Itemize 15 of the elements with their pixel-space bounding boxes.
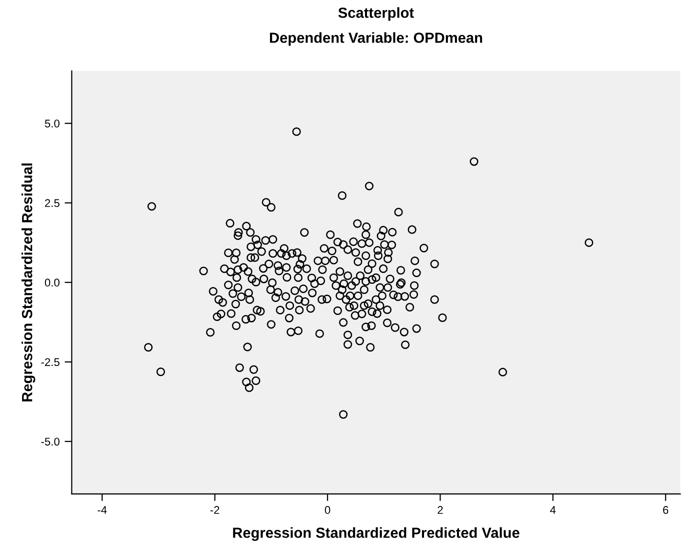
chart-subtitle: Dependent Variable: OPDmean [270,32,482,46]
x-axis-title: Regression Standardized Predicted Value [233,527,520,541]
x-tick-label: 2 [438,506,443,514]
x-tick-label: 0 [324,506,330,514]
x-tick-label: 4 [550,506,556,514]
chart-title: Scatterplot [338,7,414,21]
y-tick-label: -2.5 [41,358,60,366]
x-tick-label: -2 [210,506,220,514]
y-tick-label: -5.0 [41,438,60,446]
y-tick-label: 0.0 [44,278,60,287]
y-tick-label: 2.5 [45,199,60,208]
x-tick-label: -4 [98,506,107,514]
y-tick-label: 5.0 [44,120,60,128]
y-axis-title: Regression Standardized Residual [22,163,36,402]
x-tick-label: 6 [663,506,668,514]
